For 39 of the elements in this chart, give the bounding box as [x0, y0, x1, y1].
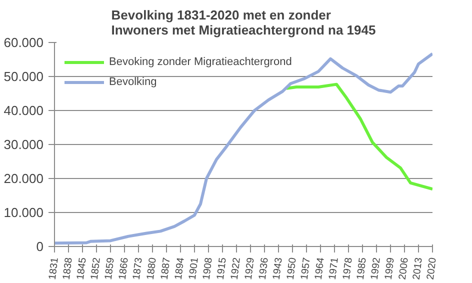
legend-label: Bevoking zonder Migratieachtergrond	[109, 56, 292, 68]
x-tick-label: 1971	[327, 256, 342, 280]
x-tick-label: 1894	[173, 256, 188, 280]
x-tick-label: 1859	[103, 256, 118, 280]
x-tick-label: 1999	[383, 256, 398, 280]
y-tick-label: 30.000	[4, 137, 44, 152]
y-tick-label: 10.000	[4, 205, 44, 220]
y-tick-label: 0	[36, 239, 44, 254]
y-tick-label: 20.000	[4, 171, 44, 186]
x-tick-label: 1943	[271, 256, 286, 280]
x-tick-label: 1964	[313, 256, 328, 280]
x-tick-label: 1915	[215, 256, 230, 280]
x-tick-label: 1873	[131, 256, 146, 280]
x-tick-label: 2013	[411, 256, 426, 280]
chart-title: Bevolking 1831-2020 met en zonder Inwoners met Migratieachtergrond na 1945	[111, 8, 376, 38]
x-tick-label: 1901	[187, 256, 202, 280]
x-tick-label: 2006	[397, 256, 412, 280]
line-series	[285, 82, 432, 191]
x-tick-label: 1831	[47, 256, 62, 280]
x-tick-label: 1978	[341, 256, 356, 280]
y-tick-label: 50.000	[4, 69, 44, 84]
y-tick-label: 40.000	[4, 103, 44, 118]
x-tick-label: 1866	[117, 256, 132, 280]
x-tick-label: 1950	[285, 256, 300, 280]
x-tick-label: 1880	[145, 256, 160, 280]
x-tick-label: 1845	[75, 256, 90, 280]
x-tick-label: 1852	[89, 256, 104, 280]
x-tick-label: 1908	[201, 256, 216, 280]
x-tick-label: 1838	[61, 256, 76, 280]
x-tick-label: 1922	[229, 256, 244, 280]
x-tick-label: 2020	[425, 256, 440, 280]
x-tick-label: 1985	[355, 256, 370, 280]
x-tick-label: 1992	[369, 256, 384, 280]
x-tick-label: 1957	[299, 256, 314, 280]
x-tick-label: 1936	[257, 256, 272, 280]
x-tick-label: 1929	[243, 256, 258, 280]
x-tick-label: 1887	[159, 256, 174, 280]
legend-label: Bevolking	[109, 76, 157, 88]
y-tick-label: 60.000	[4, 35, 44, 50]
